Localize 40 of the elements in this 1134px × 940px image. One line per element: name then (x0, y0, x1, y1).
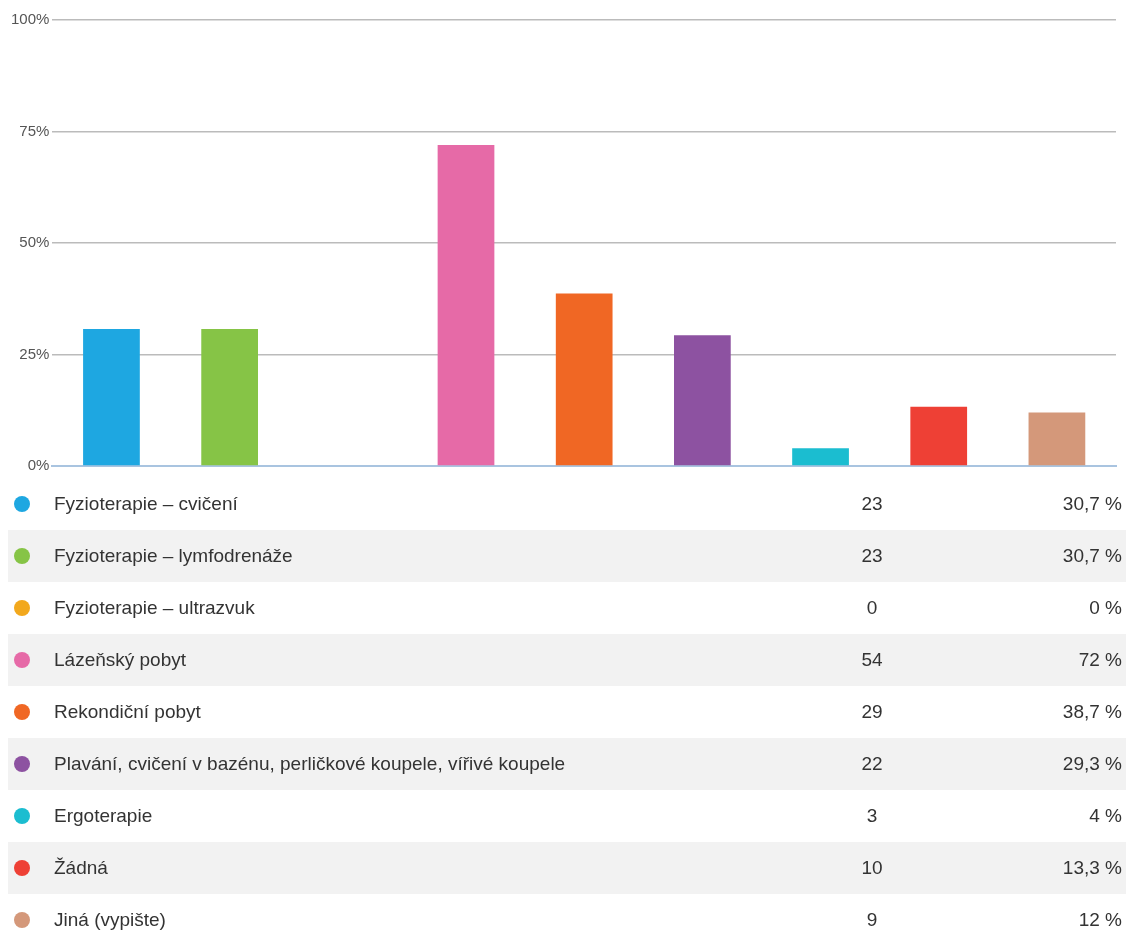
bar (201, 329, 258, 466)
y-tick-label: 50% (19, 233, 50, 251)
text: 54 (860, 649, 884, 671)
text: 23 (860, 545, 884, 567)
bar (910, 406, 968, 466)
text: 9 (865, 909, 879, 931)
bar (437, 144, 495, 466)
legend-label: Ergoterapie (54, 805, 154, 827)
text: 10 (860, 857, 884, 879)
legend-label: Rekondiční pobyt (54, 701, 202, 723)
bar (555, 293, 613, 466)
legend-label: Fyzioterapie – ultrazvuk (54, 597, 256, 619)
y-tick-label: 0% (27, 456, 50, 474)
y-tick-label: 25% (19, 344, 50, 362)
y-tick-label: 100% (10, 10, 50, 28)
text: 38,7 % (1061, 701, 1122, 723)
legend-label: Jiná (vypište) (54, 909, 167, 931)
bar (792, 448, 849, 466)
y-tick-label: 75% (19, 121, 50, 139)
bar (674, 335, 731, 466)
text: 4 % (1088, 805, 1122, 827)
text: 30,7 % (1061, 493, 1122, 515)
text: 12 % (1077, 909, 1122, 931)
legend-label: Plavání, cvičení v bazénu, perličkové koupele, vířivé koupele (54, 753, 567, 775)
text: 72 % (1077, 649, 1122, 671)
text: 0 % (1088, 597, 1122, 619)
text: 23 (860, 493, 884, 515)
legend-label: Žádná (54, 857, 109, 879)
text: 22 (860, 753, 884, 775)
text: 29 (860, 701, 884, 723)
text: 13,3 % (1061, 857, 1122, 879)
text: 3 (865, 805, 879, 827)
text: 30,7 % (1061, 545, 1122, 567)
text: 0 (865, 597, 879, 619)
legend-label: Fyzioterapie – cvičení (54, 493, 239, 515)
legend-label: Fyzioterapie – lymfodrenáže (54, 545, 294, 567)
bar (83, 329, 140, 466)
bar (1028, 412, 1086, 466)
text: 29,3 % (1061, 753, 1122, 775)
legend-label: Lázeňský pobyt (54, 649, 188, 671)
